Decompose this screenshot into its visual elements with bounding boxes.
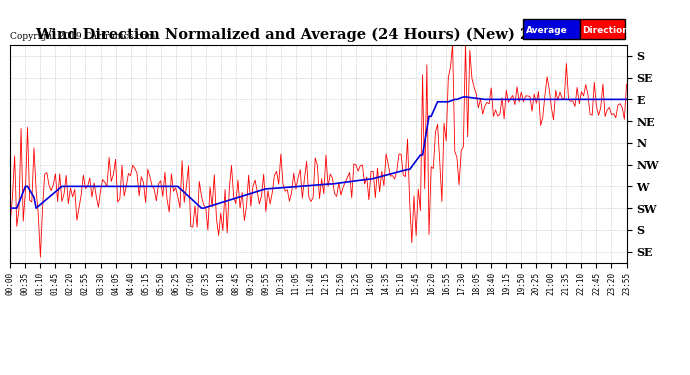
- Text: Average: Average: [526, 26, 568, 35]
- Text: Direction: Direction: [582, 26, 629, 35]
- Title: Wind Direction Normalized and Average (24 Hours) (New) 20190705: Wind Direction Normalized and Average (2…: [35, 28, 602, 42]
- Text: Copyright 2019 Cartronics.com: Copyright 2019 Cartronics.com: [10, 32, 156, 41]
